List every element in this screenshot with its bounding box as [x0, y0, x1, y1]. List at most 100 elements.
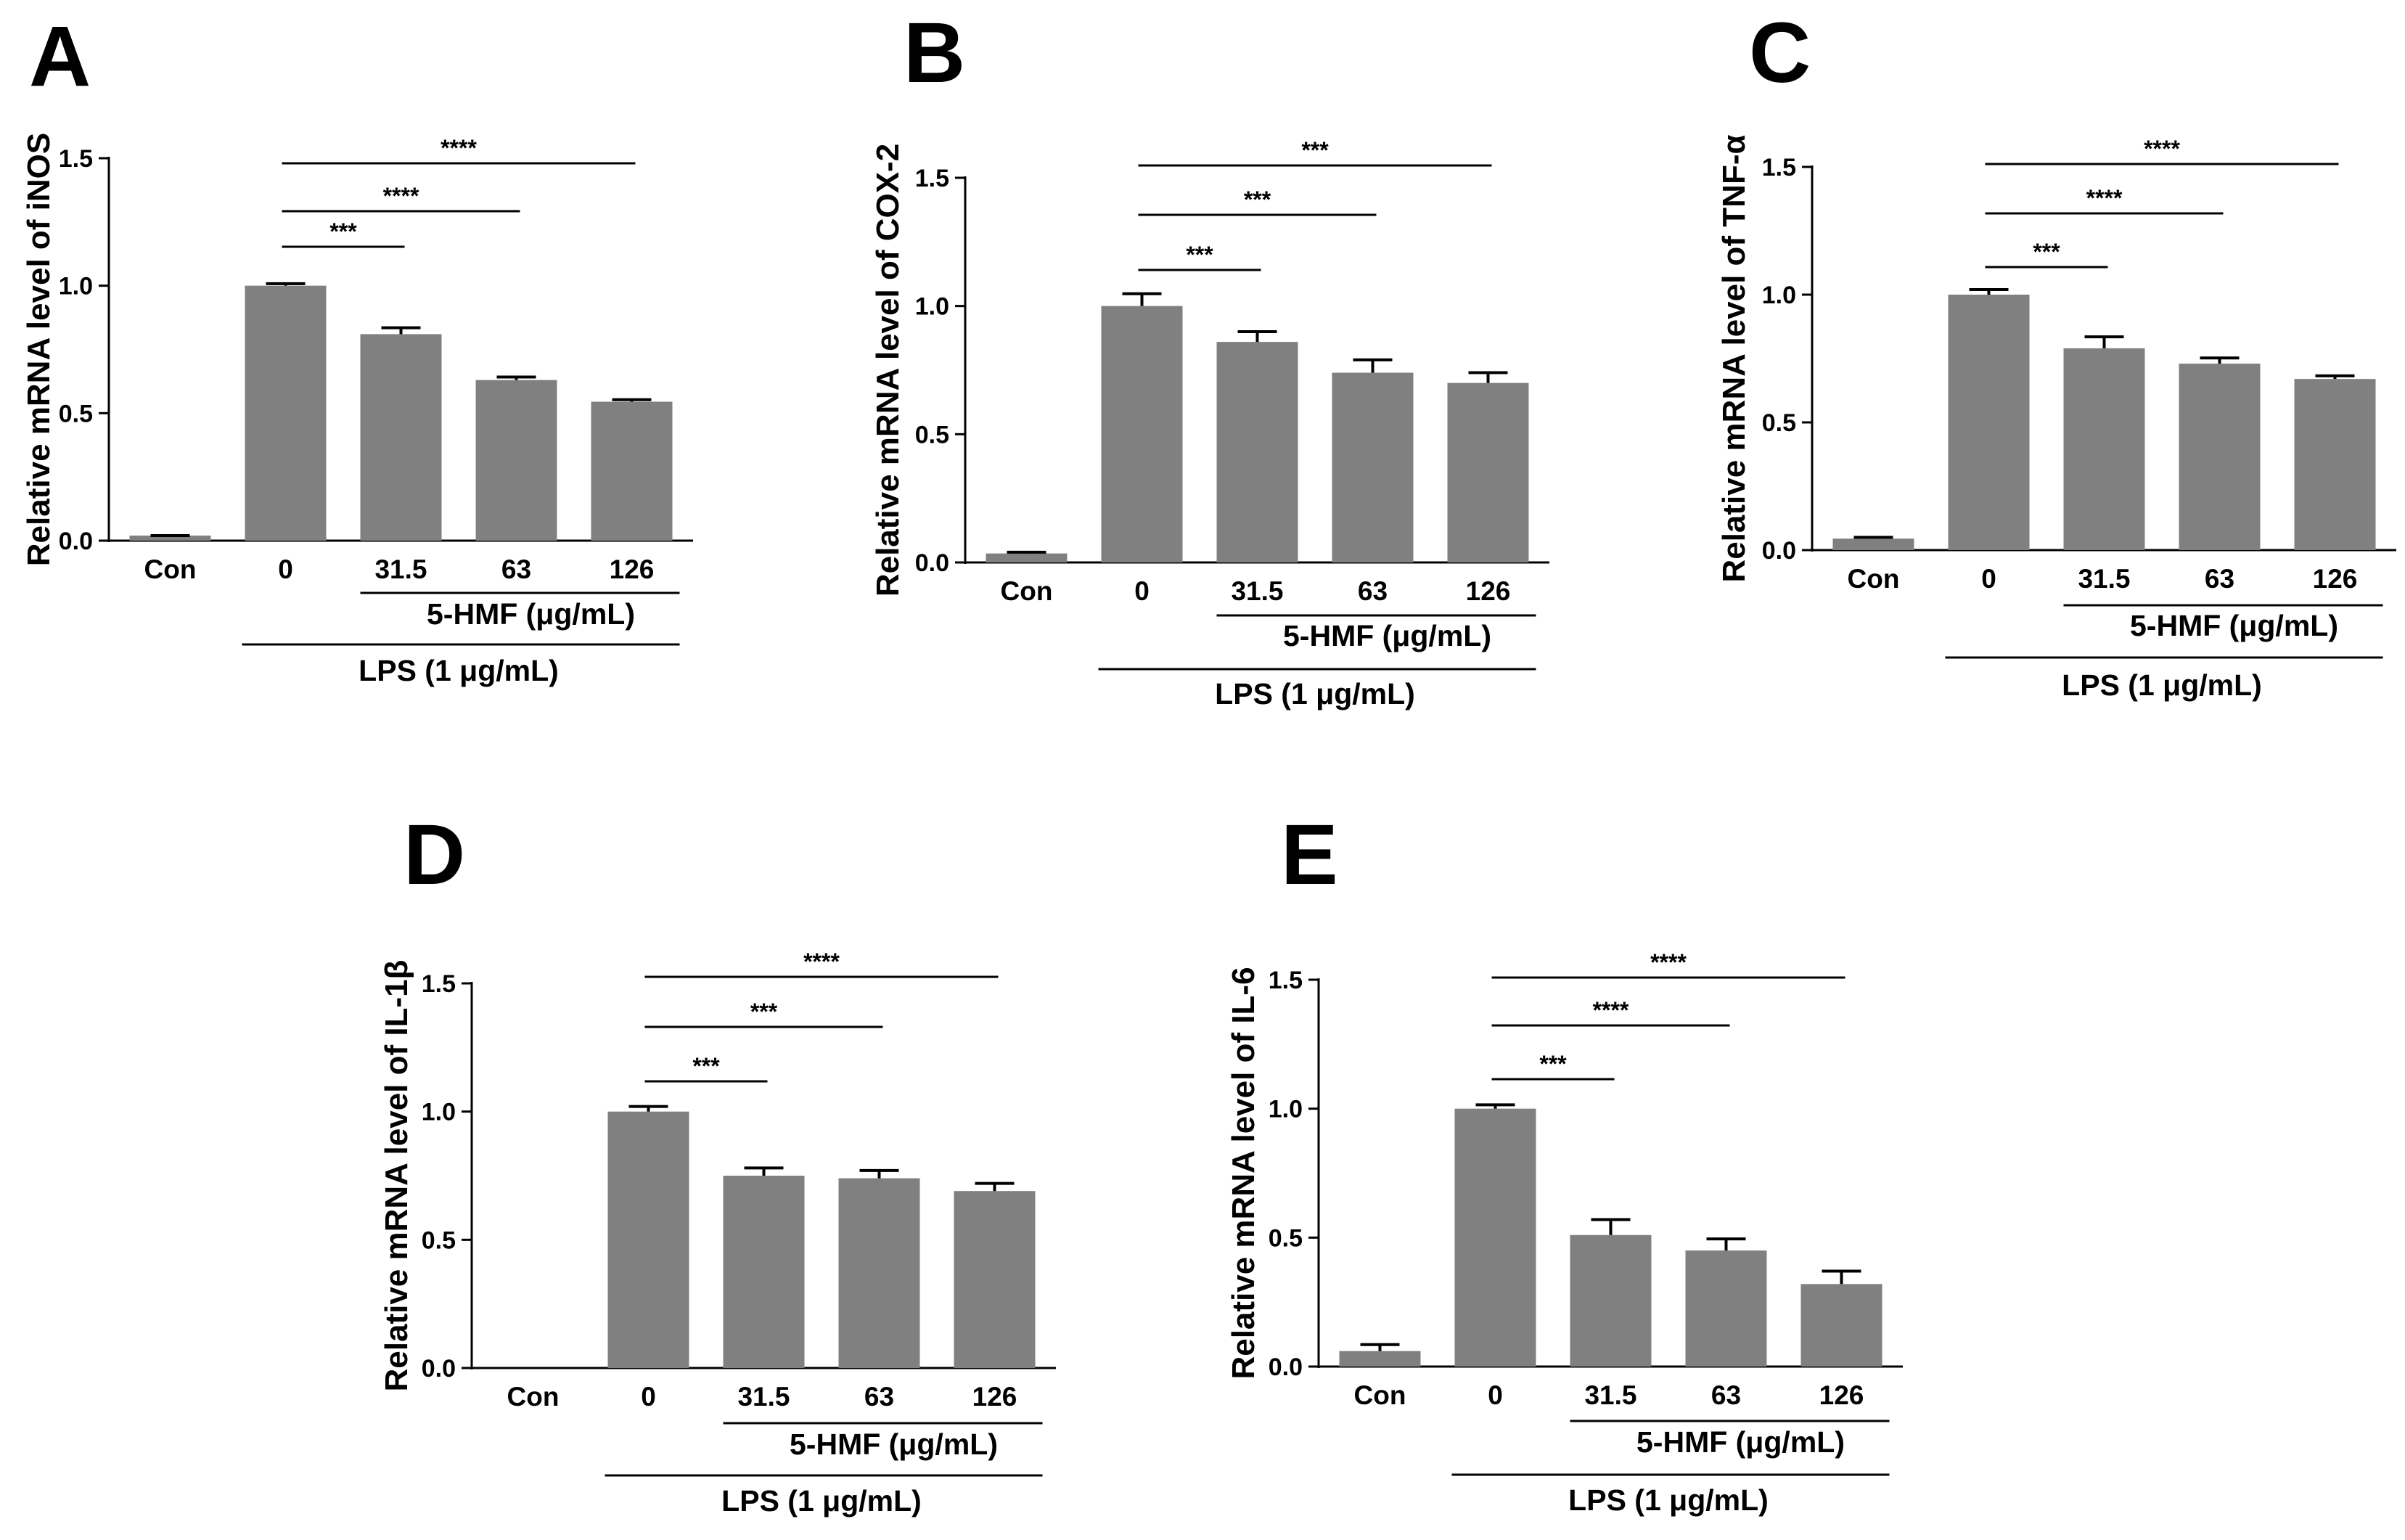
- bar-63: [475, 380, 557, 541]
- x-category-label: 126: [1819, 1380, 1864, 1410]
- error-bar: [975, 1181, 1015, 1192]
- panel-letter: B: [904, 5, 965, 101]
- y-tick-label: 1.5: [1762, 154, 1796, 181]
- y-axis-label: Relative mRNA level of COX-2: [870, 144, 906, 597]
- x-category-label: Con: [144, 554, 197, 584]
- treatment-group-label: 5-HMF (μg/mL): [1283, 619, 1491, 652]
- bar-63: [838, 1178, 920, 1368]
- error-bar: [266, 282, 306, 286]
- y-tick-label: 0.5: [915, 421, 949, 449]
- lps-group-label: LPS (1 μg/mL): [1568, 1483, 1769, 1517]
- significance-label: ****: [1650, 949, 1687, 975]
- bar-31.5: [723, 1176, 805, 1368]
- x-category-label: 126: [610, 554, 655, 584]
- bar-63: [2179, 364, 2261, 550]
- bar-0: [1948, 295, 2030, 550]
- bar-Con: [986, 553, 1068, 562]
- x-category-label: 63: [1358, 576, 1388, 606]
- treatment-group-label: 5-HMF (μg/mL): [427, 597, 635, 631]
- lps-group-label: LPS (1 μg/mL): [1215, 677, 1415, 710]
- panel-c: C Relative mRNA level of TNF-α 0.0 0.5 1.0 1.…: [1716, 5, 2396, 702]
- error-bar: [628, 1105, 668, 1112]
- bar-63: [1685, 1250, 1767, 1367]
- y-axis-label: Relative mRNA level of IL-1β: [379, 960, 414, 1392]
- error-bar: [1360, 1343, 1400, 1351]
- y-axis-label: Relative mRNA level of iNOS: [21, 133, 57, 566]
- significance-label: ***: [1539, 1051, 1567, 1077]
- panel-letter: A: [29, 9, 91, 105]
- y-tick-label: 0.5: [422, 1226, 456, 1254]
- y-tick-label: 1.5: [1269, 967, 1303, 994]
- y-tick-label: 1.0: [1269, 1096, 1303, 1123]
- significance-label: ***: [2033, 239, 2060, 265]
- y-tick-label: 1.0: [915, 293, 949, 321]
- error-bar: [1122, 292, 1162, 306]
- significance-label: ***: [1301, 137, 1329, 163]
- panel-b: B Relative mRNA level of COX-2 0.0 0.5 1.0 1.…: [870, 5, 1549, 710]
- y-tick-label: 0.0: [1762, 537, 1796, 565]
- significance-label: ***: [1186, 242, 1213, 268]
- lps-group-label: LPS (1 μg/mL): [721, 1484, 922, 1518]
- bar-Con: [1339, 1351, 1421, 1367]
- lps-group-label: LPS (1 μg/mL): [2062, 668, 2262, 702]
- bar-126: [1800, 1284, 1882, 1367]
- x-category-label: 126: [2313, 564, 2358, 594]
- treatment-group-label: 5-HMF (μg/mL): [2130, 609, 2338, 642]
- y-tick-label: 1.0: [1762, 282, 1796, 309]
- y-tick-label: 1.0: [422, 1099, 456, 1126]
- panel-letter: D: [403, 807, 465, 903]
- error-bar: [859, 1168, 899, 1179]
- y-tick-label: 0.5: [1762, 409, 1796, 437]
- bar-0: [607, 1111, 689, 1368]
- bar-31.5: [1570, 1234, 1652, 1367]
- significance-label: ****: [803, 949, 840, 975]
- error-bar: [496, 375, 536, 380]
- x-category-label: 31.5: [1231, 576, 1283, 606]
- bar-Con: [129, 535, 211, 541]
- significance-label: ****: [441, 135, 477, 161]
- y-tick-label: 1.0: [59, 273, 93, 300]
- y-tick-label: 0.0: [422, 1355, 456, 1383]
- bar-63: [1332, 372, 1414, 562]
- bar-0: [1101, 306, 1183, 562]
- bar-126: [954, 1191, 1036, 1368]
- y-tick-label: 1.5: [59, 145, 93, 173]
- y-tick-label: 1.5: [915, 165, 949, 192]
- bar-Con: [1832, 538, 1914, 550]
- error-bar: [2200, 356, 2240, 364]
- x-category-label: Con: [1354, 1380, 1406, 1410]
- error-bar: [744, 1166, 784, 1176]
- error-bar: [1007, 550, 1046, 554]
- error-bar: [1237, 330, 1277, 343]
- error-bar: [2084, 335, 2124, 348]
- y-axis-label: Relative mRNA level of TNF-α: [1716, 134, 1752, 582]
- x-category-label: 63: [2205, 564, 2234, 594]
- panel-letter: C: [1749, 5, 1811, 101]
- treatment-group-label: 5-HMF (μg/mL): [1636, 1425, 1845, 1459]
- significance-label: ***: [692, 1053, 720, 1079]
- x-category-label: 0: [1134, 576, 1150, 606]
- lps-group-label: LPS (1 μg/mL): [359, 654, 559, 687]
- significance-label: ****: [383, 183, 419, 209]
- y-tick-label: 0.0: [915, 549, 949, 577]
- x-category-label: 0: [278, 554, 293, 584]
- y-tick-label: 0.5: [59, 400, 93, 427]
- bar-126: [1447, 382, 1529, 562]
- y-axis-label: Relative mRNA level of IL-6: [1226, 967, 1261, 1379]
- x-category-label: Con: [1001, 576, 1053, 606]
- error-bar: [1822, 1269, 1861, 1285]
- x-category-label: 63: [864, 1382, 894, 1412]
- x-category-label: Con: [1848, 564, 1900, 594]
- bar-0: [1454, 1108, 1536, 1367]
- error-bar: [1353, 358, 1393, 373]
- error-bar: [1468, 371, 1508, 383]
- panel-letter: E: [1281, 807, 1338, 903]
- x-category-label: 126: [972, 1382, 1017, 1412]
- x-category-label: 31.5: [1584, 1380, 1636, 1410]
- x-category-label: Con: [507, 1382, 560, 1412]
- y-tick-label: 0.5: [1269, 1224, 1303, 1252]
- x-category-label: 0: [641, 1382, 656, 1412]
- significance-label: ***: [750, 999, 778, 1025]
- panel-d: D Relative mRNA level of IL-1β 0.0 0.5 1.0 1.…: [379, 807, 1056, 1518]
- significance-label: ****: [1593, 997, 1629, 1023]
